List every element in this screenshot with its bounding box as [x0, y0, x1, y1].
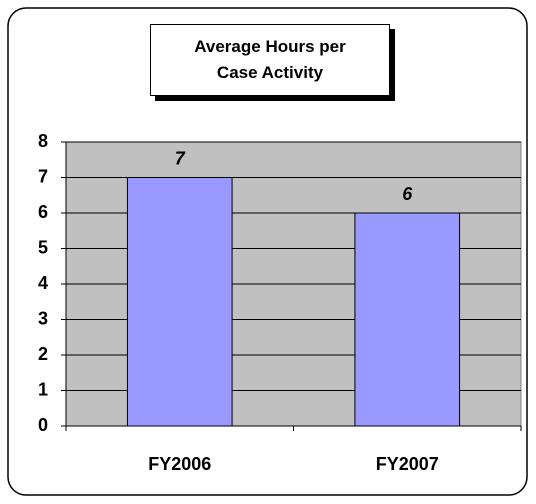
y-tick-label: 0 — [38, 415, 48, 435]
x-tick-label: FY2006 — [148, 454, 211, 474]
data-label: 7 — [175, 148, 186, 168]
data-label: 6 — [402, 184, 413, 204]
y-tick-label: 6 — [38, 202, 48, 222]
x-tick-label: FY2007 — [376, 454, 439, 474]
y-tick-label: 8 — [38, 131, 48, 151]
bar — [126, 177, 233, 427]
y-tick-label: 7 — [38, 166, 48, 186]
bar — [354, 212, 461, 427]
y-tick-label: 1 — [38, 379, 48, 399]
chart-title: Average Hours per Case Activity — [194, 37, 346, 82]
y-tick-label: 3 — [38, 308, 48, 328]
y-tick-label: 2 — [38, 344, 48, 364]
title-box: Average Hours per Case Activity — [150, 24, 390, 96]
y-tick-label: 4 — [38, 273, 48, 293]
y-tick-label: 5 — [38, 237, 48, 257]
